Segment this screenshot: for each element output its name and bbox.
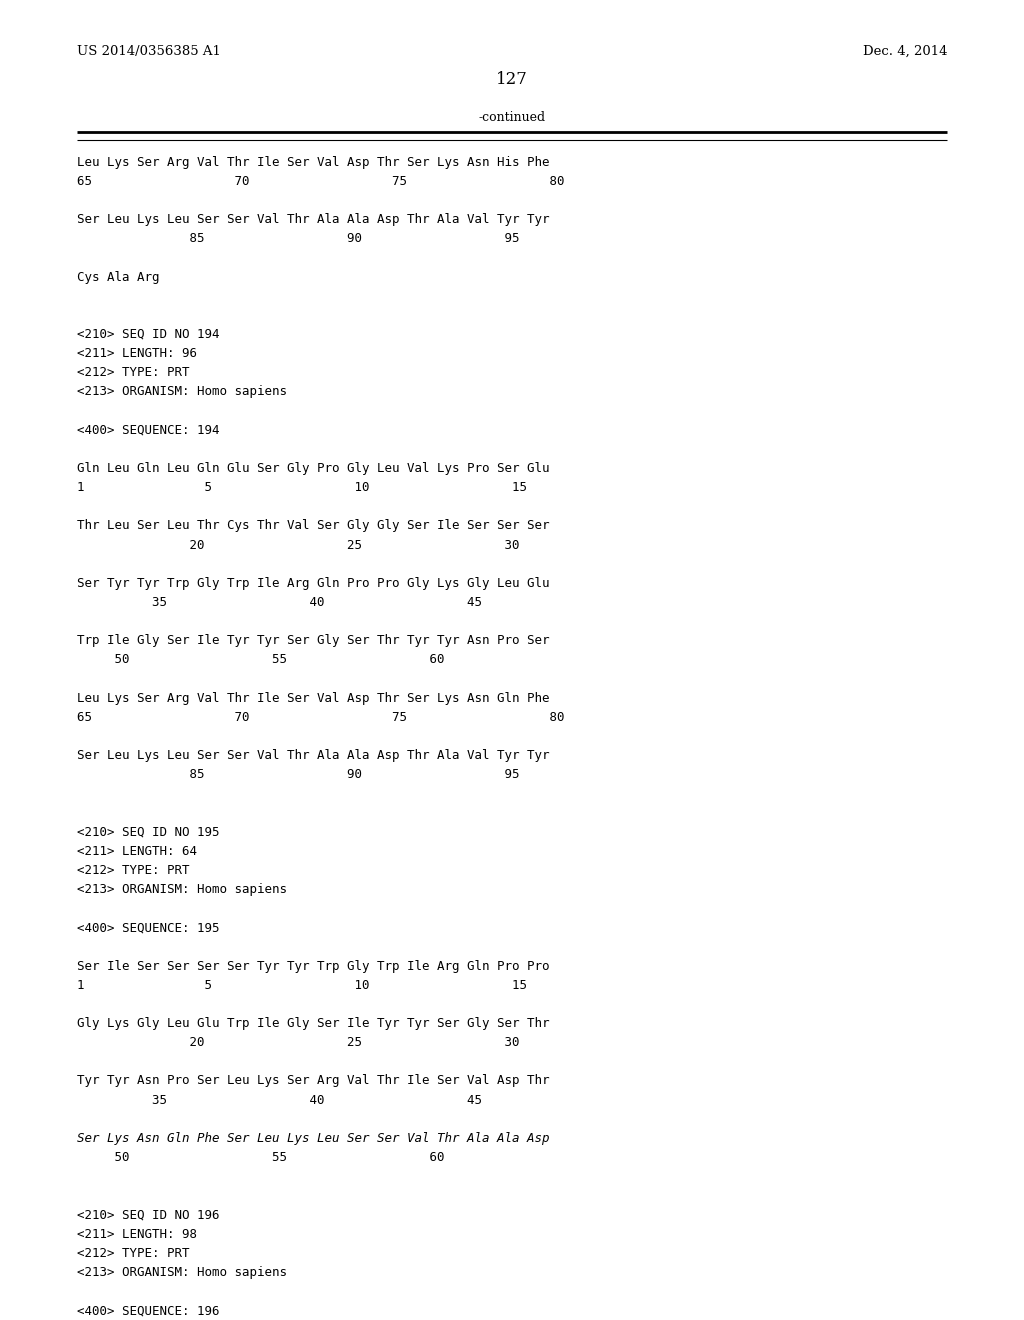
Text: 127: 127 <box>496 71 528 88</box>
Text: 20                   25                   30: 20 25 30 <box>77 539 519 552</box>
Text: <211> LENGTH: 96: <211> LENGTH: 96 <box>77 347 197 360</box>
Text: 50                   55                   60: 50 55 60 <box>77 1151 444 1164</box>
Text: <210> SEQ ID NO 196: <210> SEQ ID NO 196 <box>77 1208 219 1221</box>
Text: Trp Ile Gly Ser Ile Tyr Tyr Ser Gly Ser Thr Tyr Tyr Asn Pro Ser: Trp Ile Gly Ser Ile Tyr Tyr Ser Gly Ser … <box>77 634 549 647</box>
Text: Dec. 4, 2014: Dec. 4, 2014 <box>862 45 947 58</box>
Text: 65                   70                   75                   80: 65 70 75 80 <box>77 174 564 187</box>
Text: <210> SEQ ID NO 195: <210> SEQ ID NO 195 <box>77 825 219 838</box>
Text: 35                   40                   45: 35 40 45 <box>77 595 482 609</box>
Text: 85                   90                   95: 85 90 95 <box>77 768 519 781</box>
Text: Ser Tyr Tyr Trp Gly Trp Ile Arg Gln Pro Pro Gly Lys Gly Leu Glu: Ser Tyr Tyr Trp Gly Trp Ile Arg Gln Pro … <box>77 577 549 590</box>
Text: Ser Ile Ser Ser Ser Ser Tyr Tyr Trp Gly Trp Ile Arg Gln Pro Pro: Ser Ile Ser Ser Ser Ser Tyr Tyr Trp Gly … <box>77 960 549 973</box>
Text: Gly Lys Gly Leu Glu Trp Ile Gly Ser Ile Tyr Tyr Ser Gly Ser Thr: Gly Lys Gly Leu Glu Trp Ile Gly Ser Ile … <box>77 1016 549 1030</box>
Text: <210> SEQ ID NO 194: <210> SEQ ID NO 194 <box>77 327 219 341</box>
Text: 1                5                   10                   15: 1 5 10 15 <box>77 480 526 494</box>
Text: Ser Lys Asn Gln Phe Ser Leu Lys Leu Ser Ser Val Thr Ala Ala Asp: Ser Lys Asn Gln Phe Ser Leu Lys Leu Ser … <box>77 1131 549 1144</box>
Text: Gln Leu Gln Leu Gln Glu Ser Gly Pro Gly Leu Val Lys Pro Ser Glu: Gln Leu Gln Leu Gln Glu Ser Gly Pro Gly … <box>77 462 549 475</box>
Text: Leu Lys Ser Arg Val Thr Ile Ser Val Asp Thr Ser Lys Asn His Phe: Leu Lys Ser Arg Val Thr Ile Ser Val Asp … <box>77 156 549 169</box>
Text: <400> SEQUENCE: 196: <400> SEQUENCE: 196 <box>77 1304 219 1317</box>
Text: Thr Leu Ser Leu Thr Cys Thr Val Ser Gly Gly Ser Ile Ser Ser Ser: Thr Leu Ser Leu Thr Cys Thr Val Ser Gly … <box>77 519 549 532</box>
Text: <212> TYPE: PRT: <212> TYPE: PRT <box>77 1246 189 1259</box>
Text: <213> ORGANISM: Homo sapiens: <213> ORGANISM: Homo sapiens <box>77 883 287 896</box>
Text: Ser Leu Lys Leu Ser Ser Val Thr Ala Ala Asp Thr Ala Val Tyr Tyr: Ser Leu Lys Leu Ser Ser Val Thr Ala Ala … <box>77 748 549 762</box>
Text: 20                   25                   30: 20 25 30 <box>77 1036 519 1049</box>
Text: <212> TYPE: PRT: <212> TYPE: PRT <box>77 863 189 876</box>
Text: <400> SEQUENCE: 194: <400> SEQUENCE: 194 <box>77 424 219 437</box>
Text: Tyr Tyr Asn Pro Ser Leu Lys Ser Arg Val Thr Ile Ser Val Asp Thr: Tyr Tyr Asn Pro Ser Leu Lys Ser Arg Val … <box>77 1074 549 1088</box>
Text: <400> SEQUENCE: 195: <400> SEQUENCE: 195 <box>77 921 219 935</box>
Text: Cys Ala Arg: Cys Ala Arg <box>77 271 160 284</box>
Text: <211> LENGTH: 64: <211> LENGTH: 64 <box>77 845 197 858</box>
Text: US 2014/0356385 A1: US 2014/0356385 A1 <box>77 45 221 58</box>
Text: 65                   70                   75                   80: 65 70 75 80 <box>77 710 564 723</box>
Text: -continued: -continued <box>478 111 546 124</box>
Text: <213> ORGANISM: Homo sapiens: <213> ORGANISM: Homo sapiens <box>77 385 287 399</box>
Text: 35                   40                   45: 35 40 45 <box>77 1093 482 1106</box>
Text: 85                   90                   95: 85 90 95 <box>77 232 519 246</box>
Text: Leu Lys Ser Arg Val Thr Ile Ser Val Asp Thr Ser Lys Asn Gln Phe: Leu Lys Ser Arg Val Thr Ile Ser Val Asp … <box>77 692 549 705</box>
Text: 1                5                   10                   15: 1 5 10 15 <box>77 978 526 991</box>
Text: 50                   55                   60: 50 55 60 <box>77 653 444 667</box>
Text: Ser Leu Lys Leu Ser Ser Val Thr Ala Ala Asp Thr Ala Val Tyr Tyr: Ser Leu Lys Leu Ser Ser Val Thr Ala Ala … <box>77 213 549 226</box>
Text: <213> ORGANISM: Homo sapiens: <213> ORGANISM: Homo sapiens <box>77 1266 287 1279</box>
Text: <211> LENGTH: 98: <211> LENGTH: 98 <box>77 1228 197 1241</box>
Text: <212> TYPE: PRT: <212> TYPE: PRT <box>77 366 189 379</box>
